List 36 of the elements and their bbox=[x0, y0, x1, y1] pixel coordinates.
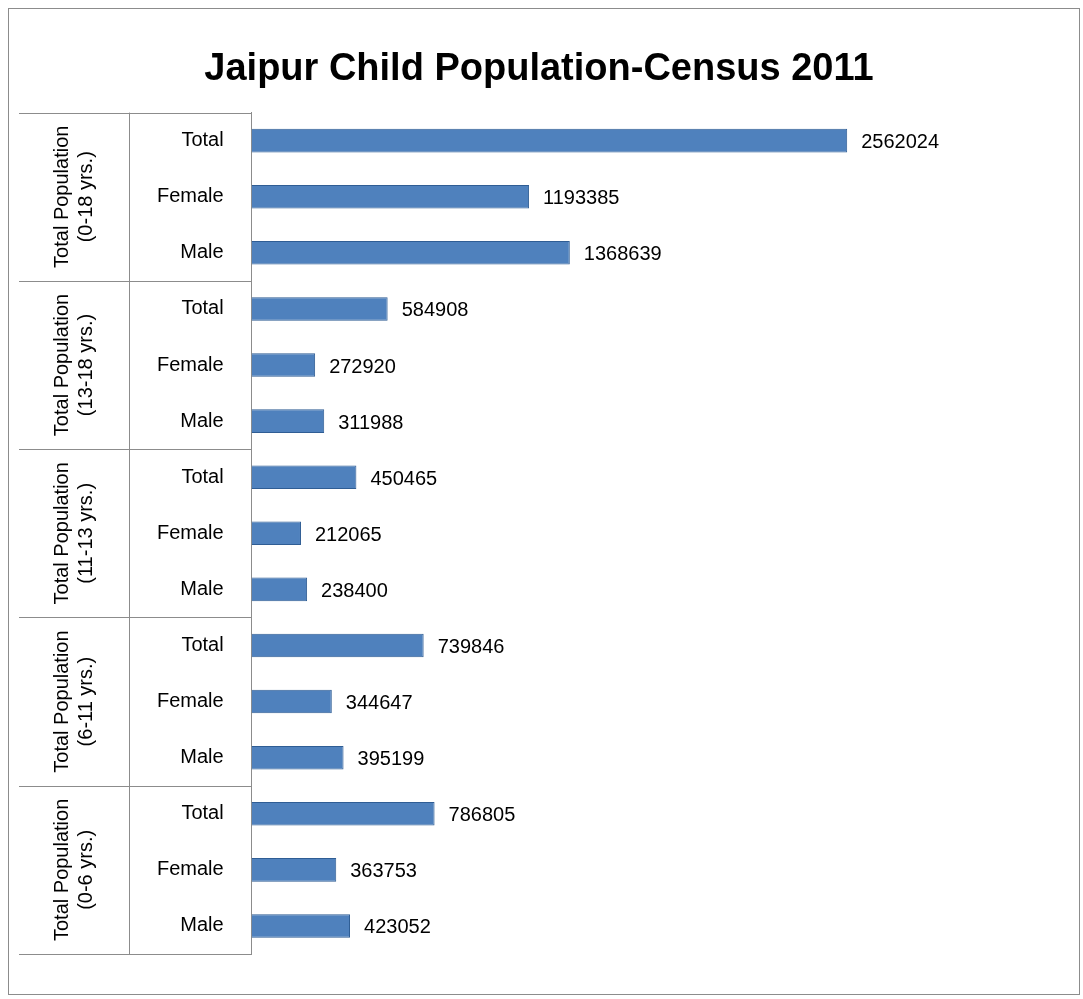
data-label: 450465 bbox=[370, 466, 438, 489]
y-tick-label: Male bbox=[180, 745, 224, 768]
y-tick-label: Female bbox=[156, 857, 224, 880]
text: Total Population (11-13 yrs.) bbox=[49, 462, 96, 605]
y-tick-label: Female bbox=[156, 520, 224, 543]
data-label: 2562024 bbox=[861, 130, 940, 153]
y-tick-label: Male bbox=[180, 408, 224, 431]
data-label: 238400 bbox=[321, 578, 388, 601]
y-tick-label: Total bbox=[181, 633, 224, 655]
data-label: 363753 bbox=[350, 859, 417, 882]
y-tick-label: Total bbox=[181, 464, 224, 487]
data-label: 786805 bbox=[448, 803, 516, 826]
data-label: 1368639 bbox=[583, 242, 662, 265]
data-label: 311988 bbox=[338, 410, 404, 433]
data-label: 344647 bbox=[345, 691, 413, 714]
y-tick-label: Female bbox=[156, 184, 224, 207]
y-tick-label: Male bbox=[180, 913, 224, 936]
y-tick-label: Total bbox=[181, 128, 224, 151]
chart-title: Jaipur Child Population-Census 2011 bbox=[204, 46, 874, 89]
y-tick-label: Female bbox=[156, 352, 224, 375]
y-tick-label: Male bbox=[180, 240, 224, 263]
data-label: 395199 bbox=[357, 747, 425, 770]
text: Total Population (0-6 yrs.) bbox=[49, 798, 96, 942]
y-tick-label: Total bbox=[181, 296, 224, 319]
data-label: 272920 bbox=[329, 354, 396, 377]
y-tick-label: Female bbox=[156, 689, 224, 712]
y-tick-label: Male bbox=[180, 576, 224, 599]
text: Total Population (13-18 yrs.) bbox=[49, 293, 96, 437]
data-label: 1193385 bbox=[543, 186, 620, 209]
data-label: 423052 bbox=[364, 915, 431, 938]
data-label: 212065 bbox=[314, 522, 382, 545]
text: Total Population (6-11 yrs.) bbox=[49, 630, 96, 773]
data-label: 739846 bbox=[437, 635, 505, 657]
text: Total Population (0-18 yrs.) bbox=[49, 125, 96, 268]
y-tick-label: Total bbox=[181, 801, 224, 824]
data-label: 584908 bbox=[401, 298, 469, 321]
